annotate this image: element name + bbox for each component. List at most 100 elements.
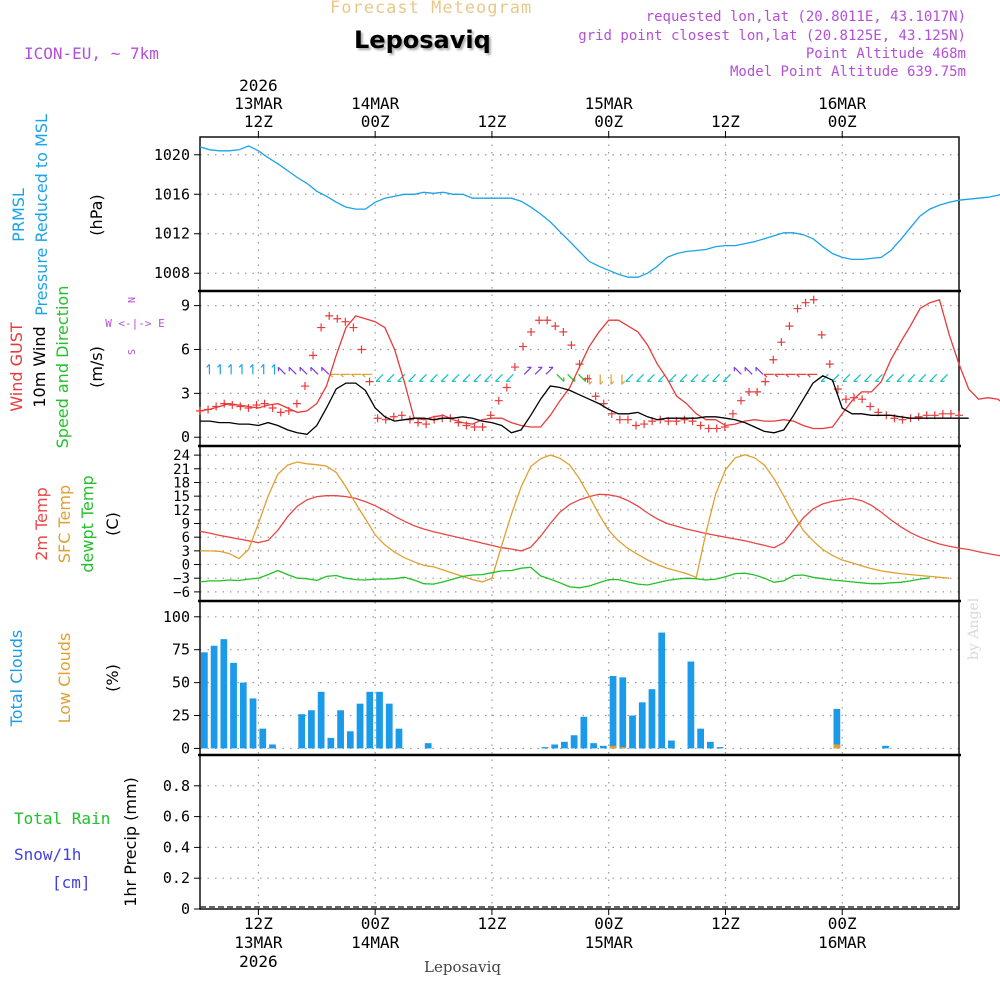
y-tick-label: 6 — [181, 340, 190, 358]
gust-marker — [914, 412, 923, 421]
low-cloud-bar — [833, 744, 841, 749]
wind-barb — [733, 366, 742, 375]
wind-barb — [505, 373, 514, 382]
location-title: Leposaviq — [354, 26, 491, 54]
total-cloud-bar — [590, 743, 597, 749]
wind-barb — [419, 373, 427, 382]
gust-marker — [736, 396, 745, 405]
gust-marker — [583, 374, 592, 383]
wind-barb-head — [249, 363, 254, 368]
y-tick-label: 100 — [163, 608, 190, 626]
panel-axis-label: (hPa) — [87, 194, 106, 235]
x-tick-label-top: 00Z — [594, 112, 623, 131]
panel-axis-label: (m/s) — [87, 346, 106, 388]
total-cloud-bar — [259, 728, 267, 749]
gust-marker — [696, 421, 705, 430]
y-tick-label: 3 — [182, 544, 190, 560]
wind-barb — [397, 373, 406, 382]
gust-marker — [825, 360, 834, 369]
gust-marker — [309, 351, 318, 360]
gust-marker — [575, 360, 584, 369]
gust-marker — [850, 393, 859, 402]
wind-barb — [722, 373, 731, 382]
gust-marker — [204, 405, 213, 414]
wind-barb — [625, 373, 634, 382]
total-cloud-bar — [337, 710, 344, 749]
wind-barb — [440, 373, 449, 382]
y-tick-label: 0.8 — [163, 777, 190, 795]
panel-axis-label: 2m Temp — [32, 487, 51, 561]
wind-barb — [484, 373, 493, 382]
gust-marker — [777, 338, 786, 347]
y-tick-label: 0.6 — [163, 808, 190, 826]
gust-marker — [793, 304, 802, 313]
gust-marker — [422, 420, 431, 429]
wind-barb — [578, 373, 586, 382]
gust-marker — [333, 314, 342, 323]
gust-marker — [535, 316, 544, 325]
total-cloud-bar — [356, 703, 364, 749]
low-cloud-bar — [609, 745, 617, 749]
footer-location: Leposaviq — [424, 958, 501, 976]
y-tick-label: 1020 — [154, 146, 190, 164]
panel-axis-label: PRMSL — [9, 188, 28, 242]
gust-marker — [478, 422, 487, 431]
y-tick-label: 0 — [181, 428, 190, 446]
x-tick-label-bottom: 16MAR — [818, 933, 867, 952]
gust-marker — [220, 399, 229, 408]
wind-barb — [321, 366, 330, 375]
wind-barb — [545, 366, 554, 375]
wind-barb-head — [806, 373, 811, 378]
total-cloud-bar — [385, 703, 393, 749]
wind-barb-head — [260, 363, 265, 368]
total-cloud-bar — [327, 737, 335, 749]
gust-marker — [414, 418, 423, 427]
y-tick-label: 25 — [172, 707, 190, 725]
point-altitude: Point Altitude 468m — [805, 46, 966, 62]
gust-marker — [632, 421, 641, 430]
gust-marker — [252, 401, 261, 410]
gust-marker — [640, 420, 649, 429]
gust-marker — [543, 316, 552, 325]
gust-marker — [680, 415, 689, 424]
requested-coords: requested lon,lat (20.8011E, 43.1017N) — [645, 9, 966, 25]
x-tick-label-bottom: 12Z — [244, 914, 273, 933]
wind-barb — [679, 373, 688, 382]
y-tick-label: 12 — [173, 503, 190, 519]
x-tick-label-bottom: 14MAR — [351, 933, 400, 952]
x-tick-label-top: 12Z — [711, 112, 740, 131]
total-cloud-bar — [707, 741, 714, 749]
gust-marker — [567, 341, 576, 350]
y-tick-label: 18 — [173, 475, 190, 491]
total-cloud-bar — [619, 677, 627, 749]
wind-barb-head — [361, 373, 366, 378]
panel-axis-label: (C) — [103, 512, 122, 536]
series-dewpt-temp — [199, 566, 930, 589]
total-cloud-bar — [561, 741, 568, 749]
gust-marker — [236, 402, 245, 411]
wind-barb-head — [763, 373, 768, 378]
y-tick-label: 0 — [181, 900, 190, 918]
gust-marker — [518, 342, 527, 351]
gust-marker — [260, 399, 269, 408]
wind-barb — [646, 373, 655, 382]
total-cloud-bar — [269, 744, 276, 749]
panel-axis-label: SFC Temp — [55, 485, 74, 563]
gust-marker — [615, 415, 624, 424]
total-cloud-bar — [210, 645, 218, 749]
gust-marker — [866, 402, 875, 411]
wind-barb — [429, 373, 438, 382]
wind-barb-head — [599, 380, 604, 385]
y-tick-label: 9 — [182, 517, 190, 533]
gust-marker — [494, 396, 503, 405]
y-tick-label: 15 — [173, 489, 190, 505]
y-tick-label: 1012 — [154, 225, 190, 243]
y-tick-label: 1016 — [154, 185, 190, 203]
gust-marker — [397, 411, 406, 420]
wind-barb-head — [785, 373, 789, 378]
total-cloud-bar — [220, 639, 228, 749]
x-tick-label-top: 14MAR — [351, 94, 400, 113]
wind-barb-head — [238, 363, 243, 368]
total-cloud-bar — [201, 652, 208, 749]
x-tick-label-top: 13MAR — [234, 94, 283, 113]
